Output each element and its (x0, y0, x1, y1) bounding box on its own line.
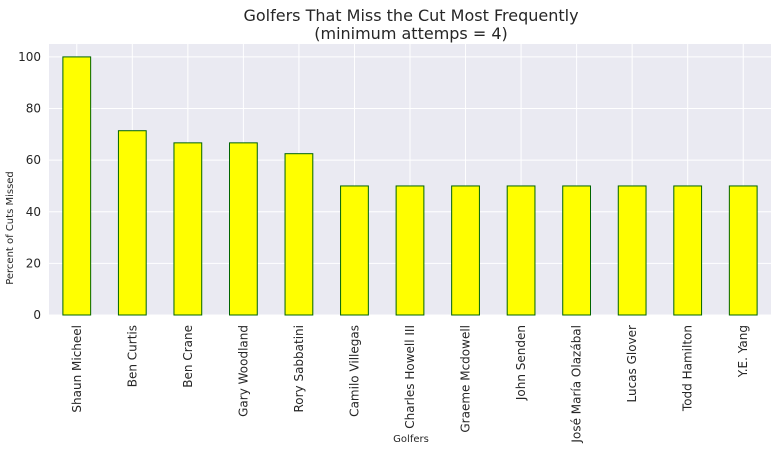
y-tick-label: 40 (26, 205, 41, 219)
y-tick-label: 0 (33, 308, 41, 322)
y-axis-label: Percent of Cuts Missed (5, 171, 16, 285)
y-tick-label: 80 (26, 102, 41, 116)
x-tick-label: Y.E. Yang (736, 325, 750, 378)
x-tick-label: José María Olazábal (570, 325, 584, 444)
chart-title-line-2: (minimum attemps = 4) (314, 24, 508, 43)
x-tick-label: Ben Curtis (125, 325, 139, 387)
x-tick-label: Charles Howell III (403, 325, 417, 429)
x-tick-label: Rory Sabbatini (292, 325, 306, 413)
bars (62, 56, 758, 316)
y-tick-label: 100 (18, 50, 41, 64)
bar (673, 185, 703, 316)
bar (284, 153, 314, 316)
y-tick-labels: 0 20 40 60 80 100 (18, 50, 41, 322)
bar (395, 185, 425, 316)
bar (117, 130, 147, 316)
x-tick-label: Graeme Mcdowell (459, 325, 473, 433)
x-tick-label: Camilo Villegas (347, 325, 361, 417)
bar (340, 185, 369, 316)
bar (451, 185, 480, 316)
bar (229, 142, 258, 316)
bar (562, 185, 592, 316)
bar (617, 185, 647, 316)
x-axis-label: Golfers (393, 434, 429, 445)
chart-title-line-1: Golfers That Miss the Cut Most Frequentl… (243, 6, 578, 25)
bar (173, 142, 203, 316)
y-tick-label: 60 (26, 153, 41, 167)
x-tick-label: Gary Woodland (236, 325, 250, 417)
x-tick-label: Ben Crane (181, 325, 195, 388)
x-tick-label: Lucas Glover (625, 325, 639, 403)
bar (506, 185, 536, 316)
bar (728, 185, 758, 316)
x-tick-label: Todd Hamilton (681, 325, 695, 412)
x-tick-label: John Senden (514, 325, 528, 401)
bar (62, 56, 92, 316)
x-tick-labels: Shaun Micheel Ben Curtis Ben Crane Gary Woo… (70, 325, 750, 444)
y-tick-label: 20 (26, 256, 41, 270)
x-tick-label: Shaun Micheel (70, 325, 84, 413)
